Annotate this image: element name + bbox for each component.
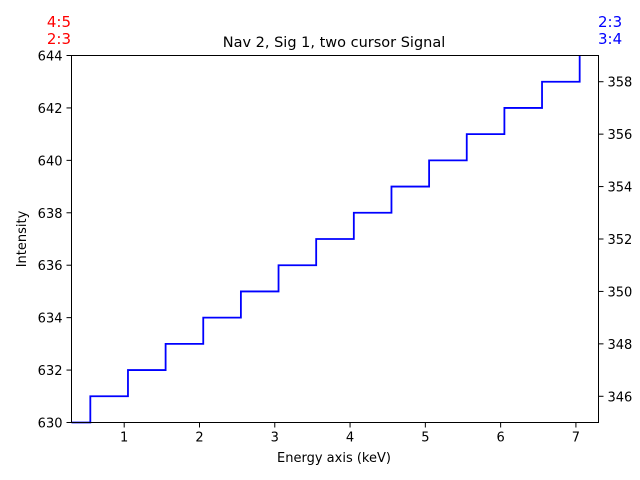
x-tick-label: 5: [421, 431, 429, 446]
y2-tick-label: 348: [608, 338, 633, 353]
x-tick-label: 1: [120, 431, 128, 446]
y-tick-label: 636: [38, 259, 63, 274]
x-tick-label: 3: [271, 431, 279, 446]
y2-tick-label: 346: [608, 390, 633, 405]
y2-tick-label: 356: [608, 128, 633, 143]
y2-tick-label: 352: [608, 233, 633, 248]
y2-tick-label: 358: [608, 76, 633, 91]
series-line: [71, 55, 581, 424]
y-tick-label: 634: [38, 312, 63, 327]
x-tick-label: 7: [572, 431, 580, 446]
corner-label-left-bottom: 2:3: [47, 30, 71, 48]
x-tick-label: 6: [496, 431, 504, 446]
y-tick-label: 630: [38, 417, 63, 432]
corner-label-right-bottom: 3:4: [598, 30, 622, 48]
y-tick-label: 632: [38, 364, 63, 379]
plot-frame: [71, 55, 599, 423]
y-tick-label: 638: [38, 207, 63, 222]
y2-tick-label: 350: [608, 285, 633, 300]
corner-label-left-top: 4:5: [47, 13, 71, 31]
x-tick-label: 2: [195, 431, 203, 446]
y-tick-label: 640: [38, 154, 63, 169]
x-tick-label: 4: [346, 431, 354, 446]
x-axis-label: Energy axis (keV): [277, 451, 391, 466]
y2-tick-label: 354: [608, 181, 633, 196]
y-tick-label: 642: [38, 102, 63, 117]
corner-label-right-top: 2:3: [598, 13, 622, 31]
y-tick-label: 644: [38, 50, 63, 65]
chart-title: Nav 2, Sig 1, two cursor Signal: [223, 35, 446, 51]
y-axis-label: Intensity: [15, 210, 30, 267]
